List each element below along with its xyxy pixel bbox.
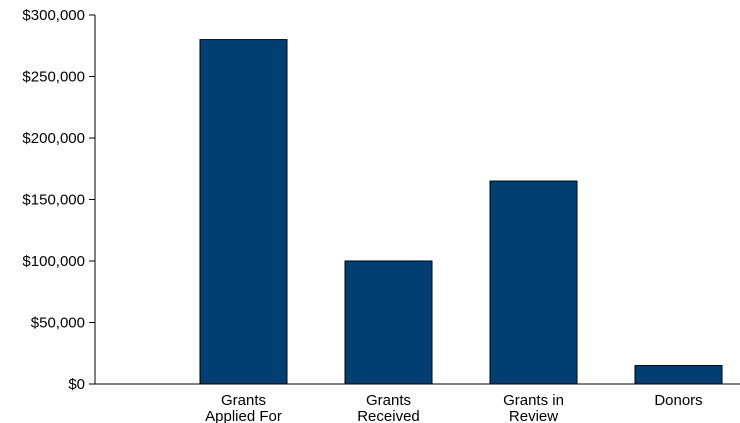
bar-grants-in-review — [489, 180, 578, 385]
y-axis: $0 $50,000 $100,000 $150,000 $200,000 $250,00… — [22, 7, 96, 393]
x-tick-label: Donors — [654, 392, 702, 409]
y-tick-label: $50,000 — [31, 315, 85, 332]
bar-grants-applied-for — [199, 39, 288, 385]
x-tick-label-line: Received — [357, 408, 420, 423]
bars — [199, 39, 723, 385]
x-tick-label-line: Donors — [654, 392, 702, 409]
x-tick-label-line: Review — [509, 408, 558, 423]
x-tick-label-line: Grants — [221, 392, 266, 409]
x-tick-label: Grants in Review — [503, 392, 564, 423]
x-tick-label-line: Grants — [366, 392, 411, 409]
x-tick-label-line: Applied For — [205, 408, 282, 423]
bar-donors — [634, 365, 723, 385]
y-tick-label: $100,000 — [22, 253, 85, 270]
x-tick-label: Grants Received — [357, 392, 420, 423]
bar-grants-received — [344, 260, 433, 385]
y-tick-label: $300,000 — [22, 7, 85, 24]
y-tick-label: $200,000 — [22, 130, 85, 147]
y-tick-label: $250,000 — [22, 69, 85, 86]
x-tick-label-line: Grants in — [503, 392, 564, 409]
x-tick-label: Grants Applied For — [205, 392, 282, 423]
y-tick-label: $150,000 — [22, 192, 85, 209]
y-tick-label: $0 — [68, 376, 85, 393]
